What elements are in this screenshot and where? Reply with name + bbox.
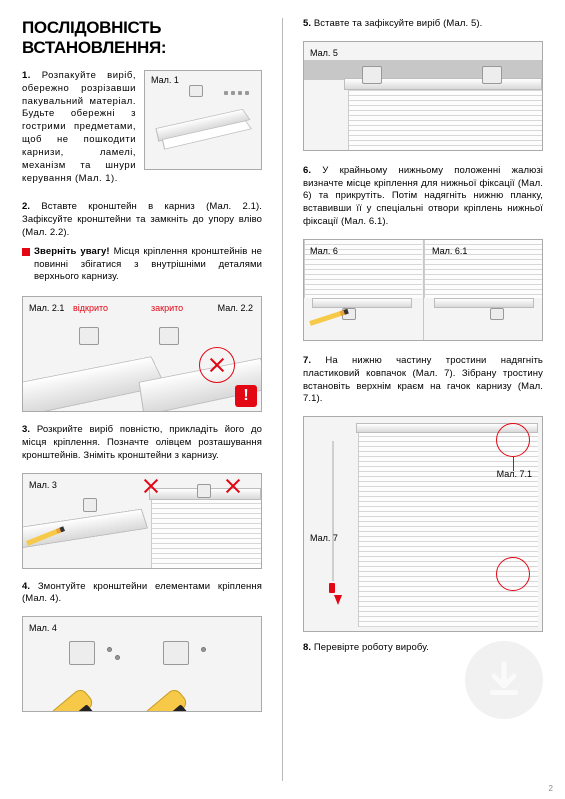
fig22-label: Мал. 2.2	[218, 303, 253, 313]
step3-num: 3.	[22, 424, 30, 435]
fig2-bracket1	[79, 327, 99, 345]
fig7-blinds	[358, 427, 538, 627]
fig3-x2	[225, 478, 241, 494]
warn-label: Зверніть увагу!	[34, 246, 110, 257]
step2-body: Вставте кронштейн в карниз (Мал. 2.1). З…	[22, 201, 262, 238]
figure-1: Мал. 1	[144, 70, 262, 170]
fig1-label: Мал. 1	[151, 75, 179, 85]
fig2-red-x	[209, 357, 225, 373]
page-number: 2	[549, 784, 553, 793]
fig21-label: Мал. 2.1	[29, 303, 64, 313]
warn-square-icon	[22, 248, 30, 256]
step5-num: 5.	[303, 18, 311, 29]
fig7-arrow-icon	[334, 595, 342, 605]
step6-num: 6.	[303, 165, 311, 176]
fig7-circle-top	[496, 423, 530, 457]
fig5-label: Мал. 5	[310, 48, 338, 58]
step1-num: 1.	[22, 70, 31, 81]
step4-body: Змонтуйте кронштейни елементами кріпленн…	[22, 581, 262, 605]
fig2-open-label: відкрито	[73, 303, 108, 313]
figure-6: Мал. 6 Мал. 6.1	[303, 239, 543, 341]
fig6-clip-r	[490, 308, 504, 320]
fig4-drill1	[51, 687, 96, 712]
step3-body: Розкрийте виріб повністю, прикладіть йог…	[22, 424, 262, 461]
step8-num: 8.	[303, 642, 311, 653]
warn-text-wrap: Зверніть увагу! Місця кріплення кронштей…	[34, 246, 262, 284]
step7-text: 7. На нижню частину тростини надягніть п…	[303, 355, 543, 406]
step5-body: Вставте та зафіксуйте виріб (Мал. 5).	[314, 18, 483, 29]
step5-text: 5. Вставте та зафіксуйте виріб (Мал. 5).	[303, 18, 543, 31]
fig1-bracket	[189, 85, 203, 97]
alert-icon: !	[235, 385, 257, 407]
step1-body: Розпакуйте виріб, обережно розрізавши па…	[22, 70, 136, 184]
fig71-label: Мал. 7.1	[497, 469, 532, 479]
step1-row: 1. Розпакуйте виріб, обережно розрізавши…	[22, 70, 262, 191]
fig6-bottomrail-r	[434, 298, 534, 308]
fig7-label: Мал. 7	[310, 533, 338, 543]
fig3-blinds	[151, 494, 261, 569]
fig3-rail	[22, 508, 148, 548]
fig7-wand-cap	[329, 583, 335, 593]
fig4-label: Мал. 4	[29, 623, 57, 633]
fig3-label: Мал. 3	[29, 480, 57, 490]
step2-warning: Зверніть увагу! Місця кріплення кронштей…	[22, 246, 262, 284]
fig4-bracket2	[163, 641, 189, 665]
fig5-blinds	[348, 86, 542, 151]
step7-num: 7.	[303, 355, 311, 366]
fig6-label: Мал. 6	[310, 246, 338, 256]
fig4-screw1	[107, 647, 112, 652]
fig5-wall	[304, 60, 542, 80]
step2-num: 2.	[22, 201, 30, 212]
step3-text: 3. Розкрийте виріб повністю, прикладіть …	[22, 424, 262, 462]
left-column: ПОСЛІДОВНІСТЬ ВСТАНОВЛЕННЯ: 1. Розпакуйт…	[22, 18, 262, 781]
column-divider	[282, 18, 283, 781]
fig5-bracket1	[362, 66, 382, 84]
figure-4: Мал. 4	[22, 616, 262, 712]
fig4-drill2	[145, 687, 190, 712]
step2-text: 2. Вставте кронштейн в карниз (Мал. 2.1)…	[22, 201, 262, 239]
page-title: ПОСЛІДОВНІСТЬ ВСТАНОВЛЕННЯ:	[22, 18, 262, 58]
fig6-bottomrail-l	[312, 298, 412, 308]
fig2-bracket2	[159, 327, 179, 345]
fig3-bracket1	[83, 498, 97, 512]
fig7-circle-bottom	[496, 557, 530, 591]
step6-body: У крайньому нижньому положенні жалюзі ви…	[303, 165, 543, 227]
watermark-download-icon	[465, 641, 543, 719]
step1-text: 1. Розпакуйте виріб, обережно розрізавши…	[22, 70, 136, 185]
fig3-bracket2	[197, 484, 211, 498]
step4-text: 4. Змонтуйте кронштейни елементами кріпл…	[22, 581, 262, 607]
figure-2: Мал. 2.1 відкрито закрито Мал. 2.2 !	[22, 296, 262, 412]
step7-body: На нижню частину тростини надягніть плас…	[303, 355, 543, 404]
figure-7: Мал. 7 Мал. 7.1	[303, 416, 543, 632]
fig4-screw3	[201, 647, 206, 652]
fig4-screw2	[115, 655, 120, 660]
step4-num: 4.	[22, 581, 30, 592]
fig4-bracket1	[69, 641, 95, 665]
figure-5: Мал. 5	[303, 41, 543, 151]
step6-text: 6. У крайньому нижньому положенні жалюзі…	[303, 165, 543, 229]
fig3-x1	[143, 478, 159, 494]
fig7-wand	[332, 441, 334, 581]
step8-body: Перевірте роботу виробу.	[314, 642, 429, 653]
figure-3: Мал. 3	[22, 473, 262, 569]
fig61-label: Мал. 6.1	[432, 246, 467, 256]
fig1-parts	[224, 91, 249, 95]
fig2-closed-label: закрито	[151, 303, 183, 313]
fig5-bracket2	[482, 66, 502, 84]
